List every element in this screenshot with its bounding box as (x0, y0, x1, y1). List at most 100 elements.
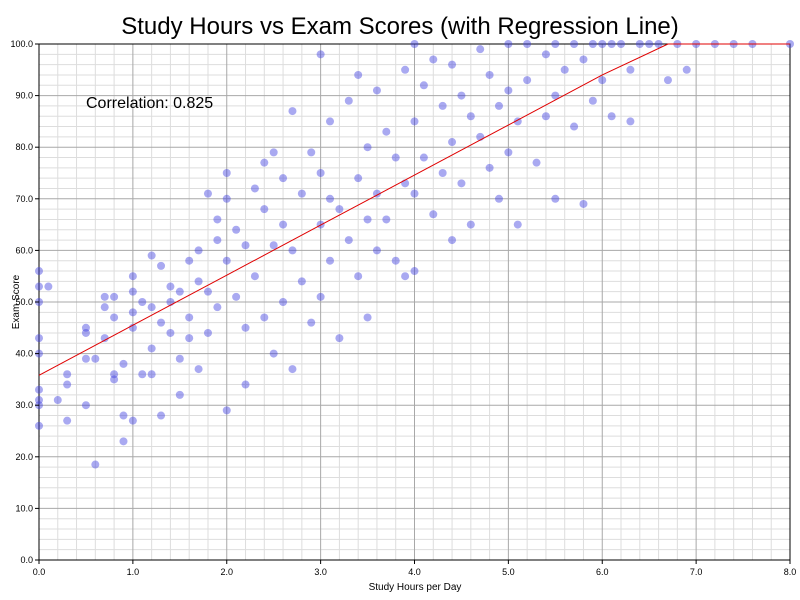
y-tick-label: 60.0 (15, 245, 33, 255)
data-point (222, 256, 231, 265)
data-point (203, 328, 212, 337)
data-point (494, 194, 503, 203)
data-point (504, 148, 513, 157)
data-point (203, 189, 212, 198)
data-point (570, 40, 579, 48)
data-point (429, 210, 438, 219)
data-point (335, 205, 344, 214)
y-tick-label: 80.0 (15, 142, 33, 152)
chart-title: Study Hours vs Exam Scores (with Regress… (121, 13, 679, 40)
data-point (579, 199, 588, 208)
data-point (438, 169, 447, 177)
data-point (476, 45, 485, 54)
x-tick-label: 2.0 (220, 567, 233, 577)
data-point (147, 370, 156, 379)
data-point (607, 40, 616, 48)
data-point (410, 40, 419, 48)
data-point (344, 96, 353, 105)
data-point (185, 334, 194, 343)
data-point (110, 292, 119, 301)
data-point (279, 298, 288, 306)
data-point (391, 153, 400, 162)
data-point (513, 220, 522, 229)
data-point (100, 334, 109, 343)
data-point (504, 86, 513, 95)
x-axis-ticks: 0.0 1.0 2.0 3.0 4.0 5.0 6.0 7.0 8.0 (33, 560, 796, 577)
data-point (635, 40, 644, 48)
data-point (110, 370, 119, 379)
data-point (532, 158, 541, 167)
data-point (588, 96, 597, 105)
data-point (663, 76, 672, 85)
data-point (166, 282, 175, 291)
data-point (288, 365, 297, 374)
data-point (645, 40, 654, 48)
x-tick-label: 3.0 (314, 567, 327, 577)
data-point (410, 189, 419, 198)
data-point (410, 117, 419, 126)
data-point (279, 220, 288, 229)
data-point (523, 40, 532, 48)
data-point (91, 460, 100, 469)
data-point (372, 86, 381, 95)
data-point (241, 241, 250, 250)
major-grid (39, 44, 790, 560)
data-point (147, 303, 156, 312)
x-axis-label: Study Hours per Day (369, 582, 462, 593)
data-point (232, 292, 241, 301)
data-point (138, 370, 147, 379)
data-point (81, 323, 90, 332)
data-point (466, 220, 475, 229)
y-tick-label: 100.0 (10, 39, 33, 49)
data-point (363, 215, 372, 224)
data-point (175, 390, 184, 399)
data-point (110, 375, 119, 384)
data-point (269, 241, 278, 250)
data-point (81, 401, 90, 410)
data-point (288, 107, 297, 116)
data-point (91, 354, 100, 363)
data-point (541, 112, 550, 121)
data-point (175, 354, 184, 363)
data-point (269, 349, 278, 358)
data-point (448, 138, 457, 147)
data-point (35, 282, 43, 291)
data-point (213, 215, 222, 224)
data-point (363, 313, 372, 322)
data-point (551, 40, 560, 48)
data-point (344, 236, 353, 245)
data-point (654, 40, 663, 48)
data-point (157, 411, 166, 420)
regression-line (38, 43, 790, 376)
data-point (626, 65, 635, 74)
data-point (157, 318, 166, 327)
data-point (307, 318, 316, 327)
data-point (53, 396, 62, 405)
data-point (241, 380, 250, 389)
data-point (401, 65, 410, 74)
data-point (354, 272, 363, 281)
data-point (429, 55, 438, 64)
data-point (307, 148, 316, 157)
data-point (316, 169, 325, 177)
data-point (485, 70, 494, 79)
data-point (448, 236, 457, 245)
data-point (128, 272, 137, 281)
data-point (354, 174, 363, 183)
y-tick-label: 50.0 (15, 297, 33, 307)
data-point (326, 194, 335, 203)
data-point (222, 194, 231, 203)
data-point (457, 179, 466, 188)
data-point (466, 112, 475, 121)
data-point (541, 50, 550, 59)
data-point (419, 153, 428, 162)
x-tick-label: 1.0 (127, 567, 140, 577)
data-point (110, 313, 119, 322)
data-point (147, 344, 156, 353)
data-point (147, 251, 156, 260)
y-tick-label: 0.0 (20, 555, 33, 565)
data-point (391, 256, 400, 265)
data-point (119, 359, 128, 368)
data-point (100, 292, 109, 301)
data-point (128, 416, 137, 425)
